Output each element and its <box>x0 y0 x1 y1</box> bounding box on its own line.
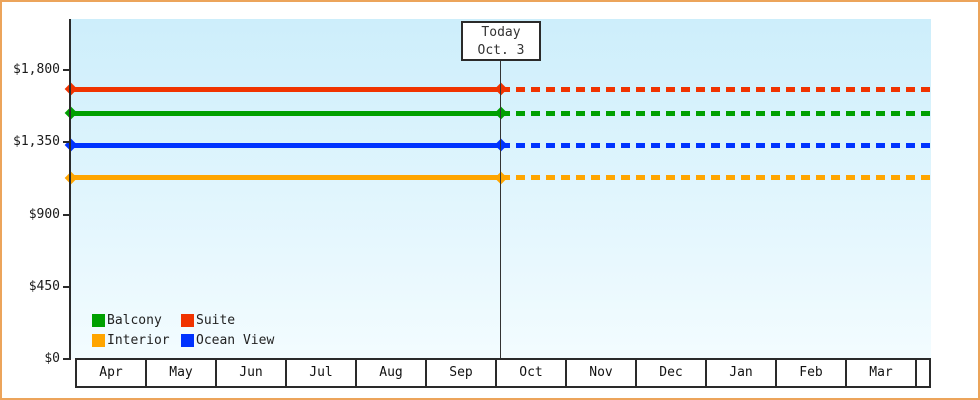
series-line-dotted-balcony <box>501 110 931 116</box>
y-tick-mark <box>63 285 71 288</box>
today-date: Oct. 3 <box>477 43 525 58</box>
series-marker-interior <box>64 171 78 184</box>
series-line-dotted-suite <box>501 86 931 92</box>
legend-label: Interior <box>107 333 170 348</box>
y-axis-line <box>69 19 71 359</box>
y-tick-label: $450 <box>28 278 60 294</box>
legend-swatch-interior <box>92 334 105 347</box>
month-cell-dec: Dec <box>637 360 707 386</box>
chart-legend: Balcony Suite Interior Ocean View <box>92 314 274 347</box>
legend-swatch-suite <box>181 314 194 327</box>
y-tick-mark <box>63 141 71 144</box>
month-cell-may: May <box>147 360 217 386</box>
month-cell-filler <box>917 360 929 386</box>
series-line-solid-interior <box>71 175 501 181</box>
series-marker-balcony <box>494 106 508 120</box>
y-tick-label: $0 <box>44 351 60 366</box>
month-cell-feb: Feb <box>777 360 847 386</box>
y-tick-label: $900 <box>28 206 60 222</box>
series-line-dotted-interior <box>501 175 931 181</box>
y-tick-label: $1,800 <box>13 62 60 77</box>
y-tick-mark <box>63 213 71 216</box>
series-marker-balcony <box>64 106 78 120</box>
legend-item-interior: Interior <box>92 334 181 347</box>
month-cell-jul: Jul <box>287 360 357 386</box>
today-label: Today <box>481 25 521 40</box>
y-tick-label: $1,350 <box>13 134 60 150</box>
legend-label: Ocean View <box>196 333 275 348</box>
legend-label: Suite <box>196 313 236 328</box>
series-marker-suite <box>494 82 508 96</box>
legend-swatch-ocean-view <box>181 334 194 347</box>
month-cell-aug: Aug <box>357 360 427 386</box>
month-cell-mar: Mar <box>847 360 917 386</box>
plot-area <box>64 19 931 359</box>
month-cell-jun: Jun <box>217 360 287 386</box>
y-tick-mark <box>63 358 71 360</box>
series-marker-ocean-view <box>494 139 508 152</box>
legend-item-suite: Suite <box>181 314 274 327</box>
x-axis-month-row: Apr May Jun Jul Aug Sep Oct Nov Dec Jan Feb Mar <box>75 358 931 388</box>
legend-item-ocean-view: Ocean View <box>181 334 274 347</box>
month-cell-nov: Nov <box>567 360 637 386</box>
today-annotation-box: Today Oct. 3 <box>461 21 541 61</box>
month-cell-oct: Oct <box>497 360 567 386</box>
y-tick-mark <box>63 69 71 71</box>
series-line-solid-suite <box>71 86 501 92</box>
series-line-dotted-ocean-view <box>501 142 931 148</box>
series-line-solid-ocean-view <box>71 142 501 148</box>
legend-swatch-balcony <box>92 314 105 327</box>
legend-label: Balcony <box>107 313 162 328</box>
series-marker-interior <box>494 171 508 184</box>
today-vertical-line <box>500 60 501 359</box>
series-marker-suite <box>64 82 78 96</box>
series-line-solid-balcony <box>71 110 501 116</box>
month-cell-jan: Jan <box>707 360 777 386</box>
month-cell-apr: Apr <box>77 360 147 386</box>
month-cell-sep: Sep <box>427 360 497 386</box>
legend-item-balcony: Balcony <box>92 314 181 327</box>
